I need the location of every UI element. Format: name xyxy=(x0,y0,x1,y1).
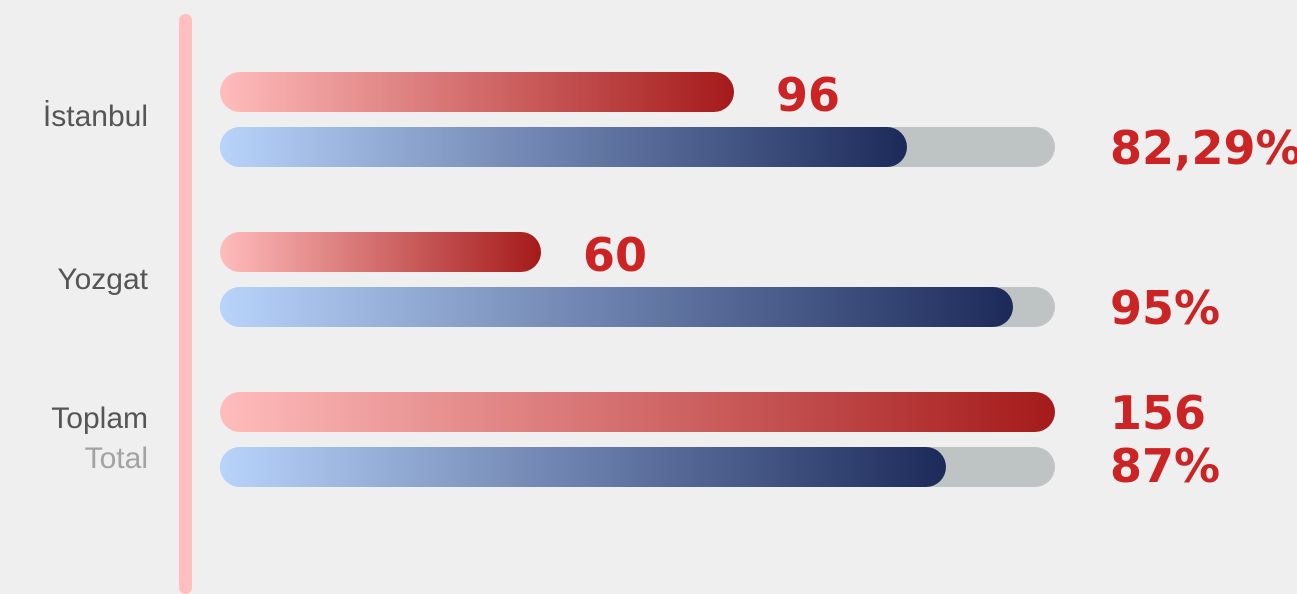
count-value-yozgat: 60 xyxy=(583,228,647,282)
count-value-toplam: 156 xyxy=(1110,386,1206,440)
percent-value-toplam: 87% xyxy=(1110,439,1220,493)
count-bar-yozgat xyxy=(220,232,541,272)
percent-value-i-stanbul: 82,29% xyxy=(1110,121,1297,175)
count-bar-toplam xyxy=(220,392,1055,432)
percent-track-yozgat xyxy=(220,287,1055,327)
axis-line xyxy=(179,14,192,594)
count-bar-i-stanbul xyxy=(220,72,734,112)
category-label-i-stanbul: İstanbul xyxy=(43,100,148,134)
count-value-i-stanbul: 96 xyxy=(776,68,840,122)
chart: İstanbul 96 82,29% Yozgat 60 95% Toplam Total 15… xyxy=(0,0,1297,571)
percent-bar-yozgat xyxy=(220,287,1013,327)
category-label-yozgat: Yozgat xyxy=(57,263,148,297)
percent-track-i-stanbul xyxy=(220,127,1055,167)
percent-track-toplam xyxy=(220,447,1055,487)
category-sublabel-toplam: Total xyxy=(85,442,148,476)
category-label-toplam: Toplam xyxy=(51,402,148,436)
percent-bar-toplam xyxy=(220,447,946,487)
percent-bar-i-stanbul xyxy=(220,127,907,167)
percent-value-yozgat: 95% xyxy=(1110,281,1220,335)
